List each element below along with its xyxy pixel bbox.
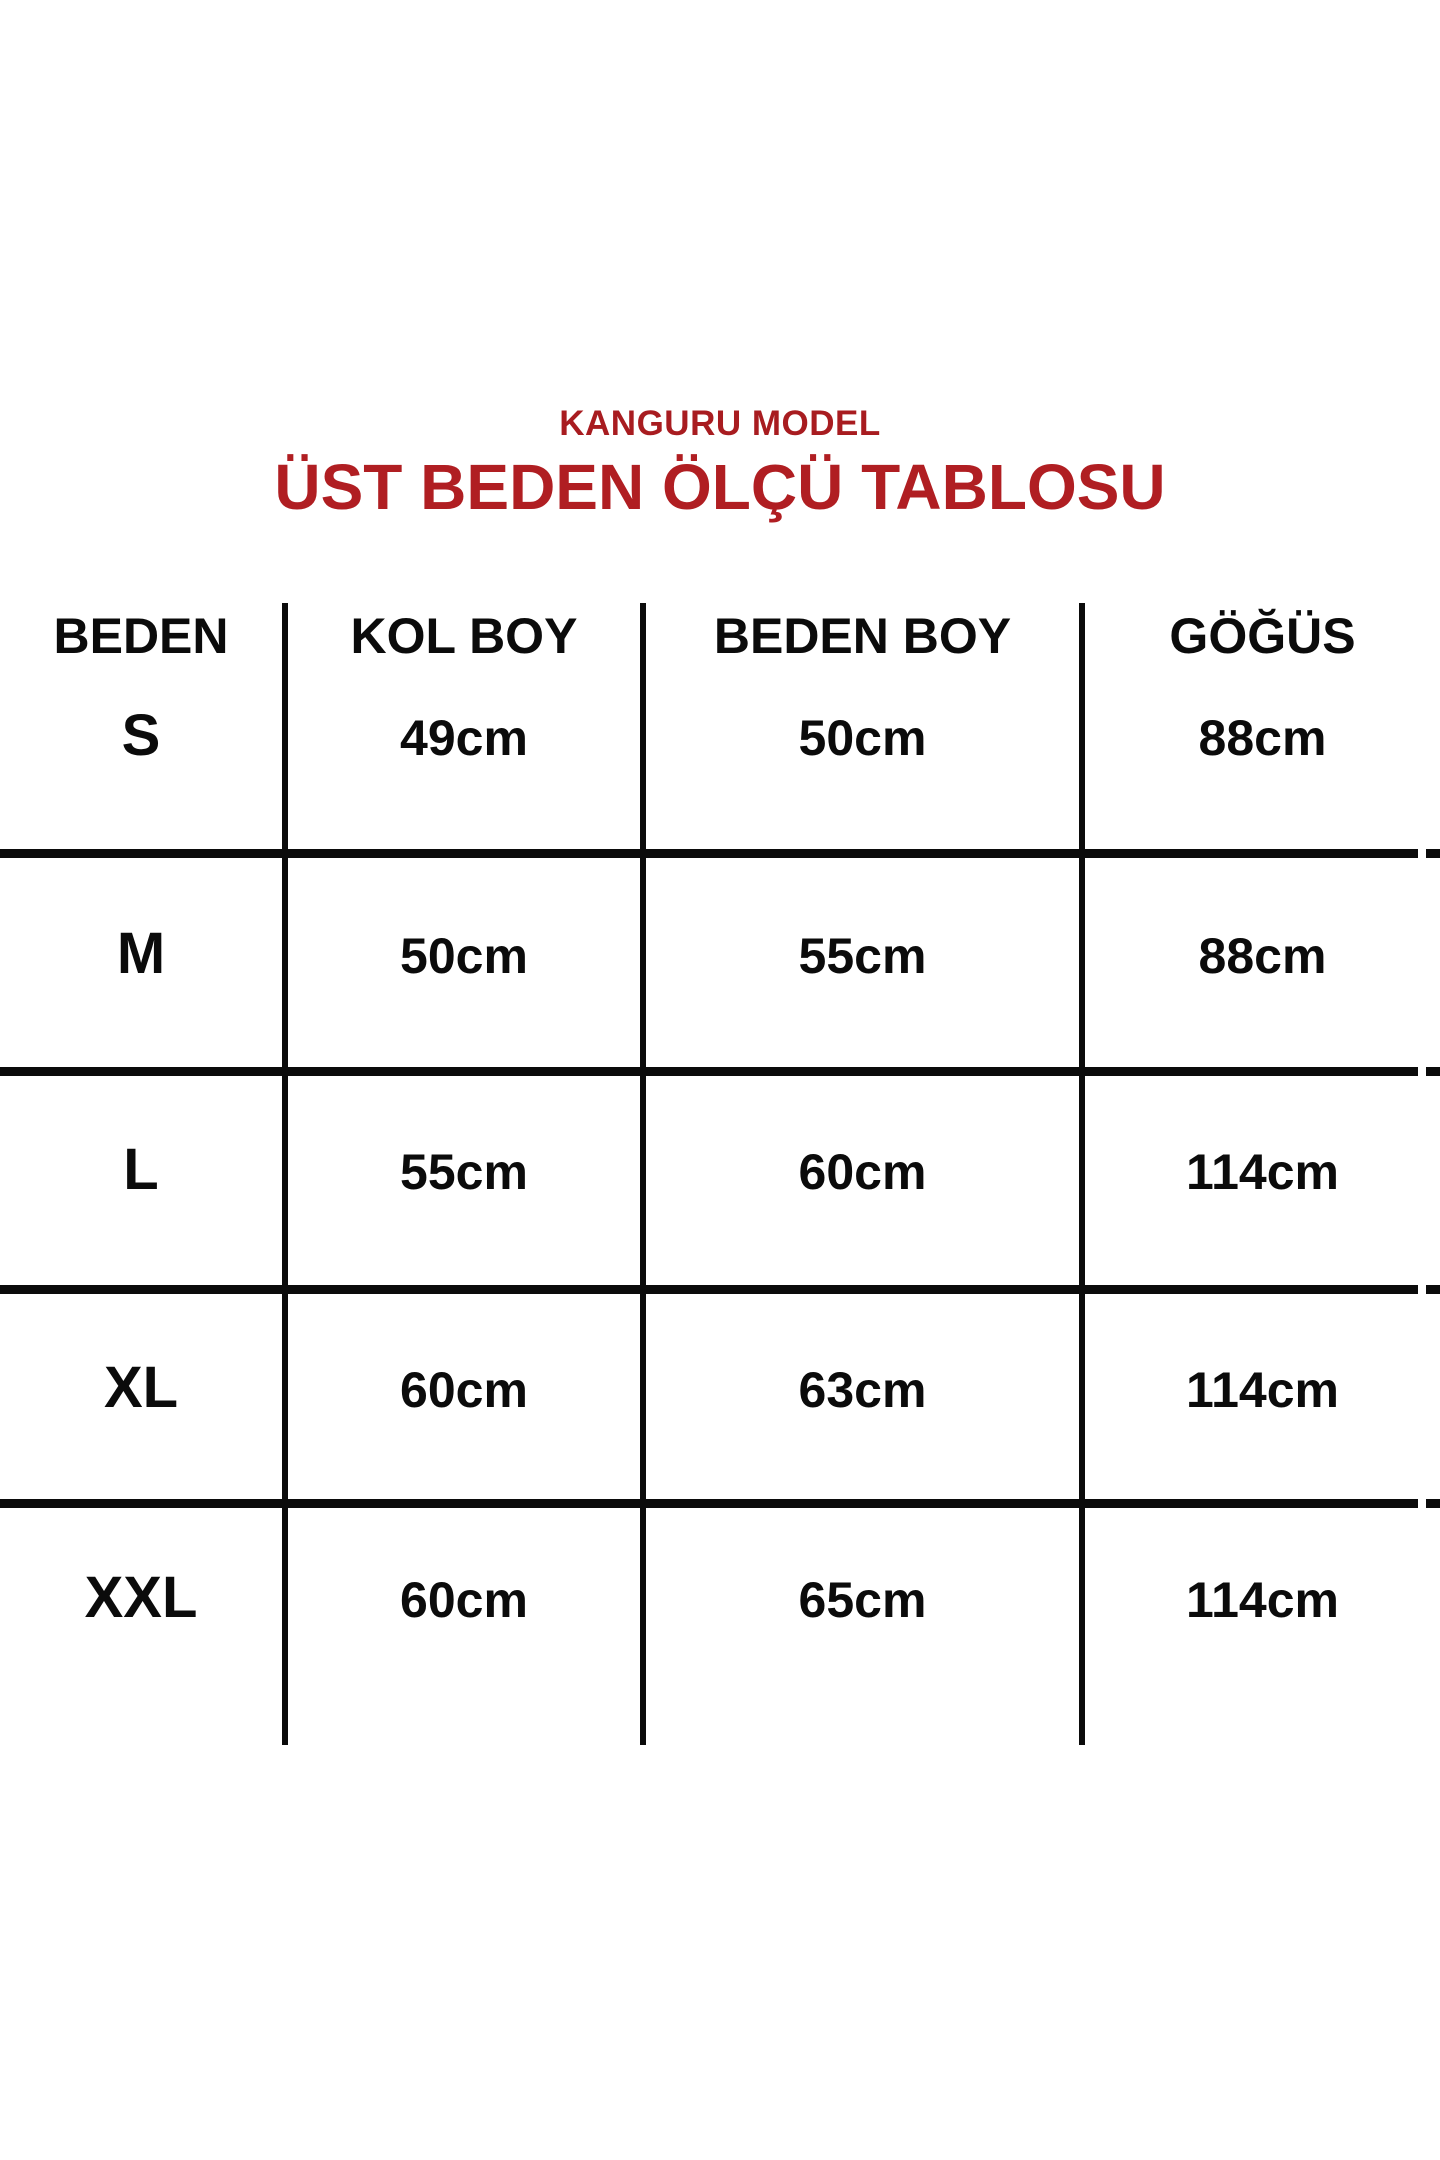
page-title: ÜST BEDEN ÖLÇÜ TABLOSU bbox=[274, 451, 1166, 523]
table-row: 55cm bbox=[400, 1144, 528, 1200]
table-row: 55cm bbox=[798, 928, 927, 984]
table-cells: BEDEN KOL BOY BEDEN BOY GÖĞÜS S 49cm 50c… bbox=[0, 585, 1440, 1745]
column-divider-1 bbox=[282, 603, 288, 1745]
row-divider-1-tail bbox=[1426, 849, 1440, 858]
row-divider-1 bbox=[0, 849, 1418, 858]
table-row: 49cm bbox=[400, 710, 528, 766]
table-row: 88cm bbox=[1198, 928, 1327, 984]
column-divider-3 bbox=[1079, 603, 1085, 1745]
size-table: BEDEN KOL BOY BEDEN BOY GÖĞÜS S 49cm 50c… bbox=[0, 585, 1440, 1745]
table-row: S bbox=[121, 703, 161, 768]
table-row: 88cm bbox=[1198, 710, 1327, 766]
column-header-beden-boy: BEDEN BOY bbox=[713, 608, 1012, 664]
table-row: XL bbox=[103, 1355, 179, 1420]
title-block: KANGURU MODEL ÜST BEDEN ÖLÇÜ TABLOSU bbox=[0, 406, 1440, 519]
table-row: 114cm bbox=[1186, 1144, 1339, 1200]
table-row: 50cm bbox=[798, 710, 927, 766]
table-row: XXL bbox=[84, 1565, 198, 1630]
table-row: 60cm bbox=[798, 1144, 927, 1200]
table-row: L bbox=[123, 1137, 159, 1202]
column-divider-2 bbox=[640, 603, 646, 1745]
row-divider-4-tail bbox=[1426, 1499, 1440, 1508]
row-divider-3-tail bbox=[1426, 1285, 1440, 1294]
column-header-kol-boy: KOL BOY bbox=[350, 608, 578, 664]
table-row: 114cm bbox=[1186, 1572, 1339, 1628]
table-row: M bbox=[116, 921, 166, 986]
column-header-beden: BEDEN bbox=[53, 608, 229, 664]
row-divider-4 bbox=[0, 1499, 1418, 1508]
row-divider-2 bbox=[0, 1067, 1418, 1076]
table-row: 60cm bbox=[400, 1362, 528, 1418]
row-divider-3 bbox=[0, 1285, 1418, 1294]
table-row: 65cm bbox=[798, 1572, 927, 1628]
column-header-gogus: GÖĞÜS bbox=[1169, 608, 1356, 664]
row-divider-2-tail bbox=[1426, 1067, 1440, 1076]
table-row: 114cm bbox=[1186, 1362, 1339, 1418]
table-row: 50cm bbox=[400, 928, 528, 984]
table-row: 63cm bbox=[798, 1362, 927, 1418]
model-subtitle: KANGURU MODEL bbox=[559, 404, 881, 443]
table-row: 60cm bbox=[400, 1572, 528, 1628]
